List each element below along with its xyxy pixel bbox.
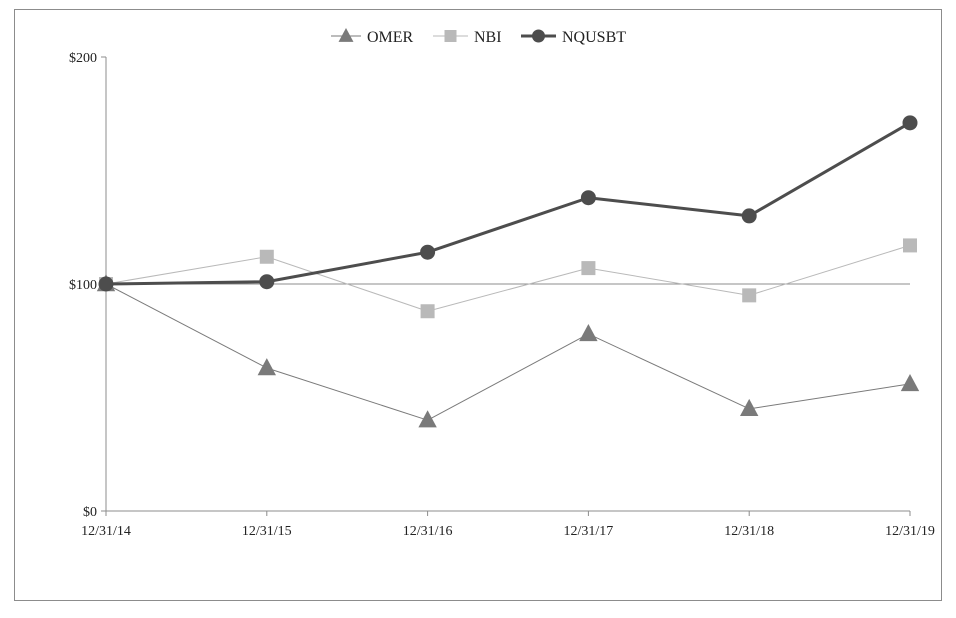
legend-item-nbi: NBI	[433, 29, 502, 46]
legend-label: NQUSBT	[562, 29, 626, 46]
data-point-nqusbt	[259, 274, 275, 290]
x-tick-label: 12/31/15	[242, 524, 292, 539]
data-point-nbi	[742, 288, 757, 303]
data-point-omer	[900, 373, 920, 392]
y-tick-label: $100	[69, 278, 97, 293]
y-tick-label: $0	[83, 505, 97, 520]
data-point-nbi	[420, 304, 435, 319]
series-line-nbi	[105, 244, 911, 312]
data-point-nbi	[259, 249, 274, 264]
legend-item-nqusbt: NQUSBT	[521, 29, 626, 46]
data-point-nbi	[903, 238, 917, 253]
series-nbi	[99, 238, 917, 319]
legend-label: OMER	[367, 29, 414, 46]
data-point-nbi	[581, 261, 596, 276]
data-point-omer	[257, 358, 276, 376]
data-point-nqusbt	[741, 208, 757, 224]
legend-item-omer: OMER	[331, 27, 414, 46]
legend: OMER NBI NQUSBT	[331, 27, 626, 46]
x-tick-label: 12/31/16	[403, 524, 453, 539]
series-layer	[96, 115, 920, 428]
x-tick-label: 12/31/17	[564, 524, 614, 539]
series-line-nqusbt	[105, 121, 911, 286]
x-tick-label: 12/31/18	[724, 524, 774, 539]
series-omer	[96, 274, 920, 428]
x-tick-label: 12/31/14	[81, 524, 131, 539]
data-point-omer	[579, 324, 598, 342]
data-point-nqusbt	[580, 190, 596, 206]
data-point-nqusbt	[98, 276, 114, 292]
x-tick-label: 12/31/19	[885, 524, 935, 539]
data-point-nqusbt	[902, 115, 918, 131]
series-line-omer	[105, 283, 911, 421]
axes: $0 $100 $200 12/31/14 12/31/15 12/31/16 12/31/…	[69, 51, 935, 539]
legend-marker	[532, 29, 545, 43]
legend-marker	[338, 27, 354, 42]
y-tick-label: $200	[69, 51, 97, 66]
data-point-omer	[418, 410, 437, 428]
legend-marker	[444, 30, 457, 42]
chart-frame	[14, 9, 942, 601]
data-point-nqusbt	[420, 244, 436, 260]
data-point-omer	[740, 398, 759, 417]
series-nqusbt	[98, 115, 918, 292]
legend-label: NBI	[474, 29, 502, 46]
